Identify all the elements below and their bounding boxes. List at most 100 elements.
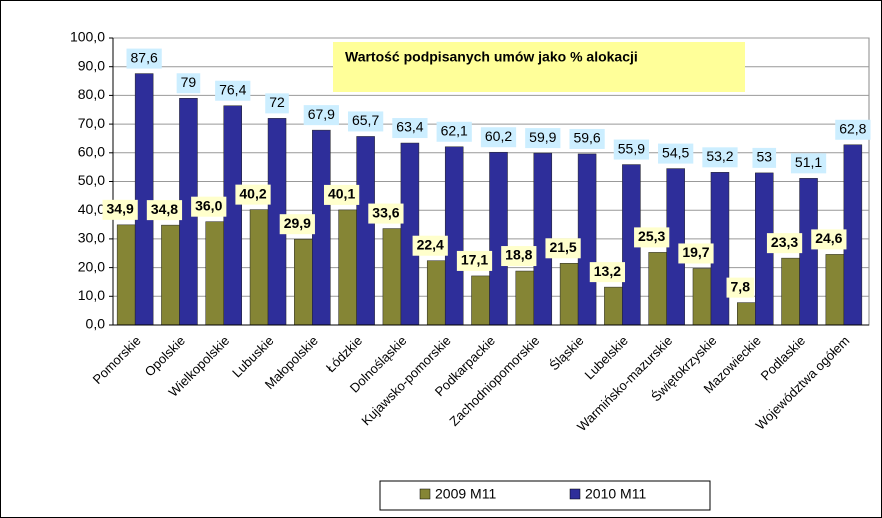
value-label: 87,6 <box>131 49 158 65</box>
value-label-bg <box>634 227 670 248</box>
value-label-group: 19,7 <box>678 243 714 264</box>
value-label-group: 13,2 <box>589 262 626 283</box>
bar <box>559 263 579 326</box>
value-label: 53 <box>756 149 772 165</box>
value-label-group: 40,1 <box>323 184 360 205</box>
value-label-bg <box>658 143 694 164</box>
value-label-group: 34,9 <box>102 199 138 220</box>
bar <box>116 224 136 326</box>
value-label-group: 53 <box>752 147 777 168</box>
y-tick-label: 70,0 <box>78 115 105 131</box>
value-label: 40,1 <box>328 186 355 202</box>
bar <box>799 178 818 326</box>
value-label: 79 <box>181 74 197 90</box>
value-label-group: 33,6 <box>368 203 404 224</box>
bar <box>382 228 402 326</box>
y-tick-label: 100,0 <box>70 29 105 45</box>
value-label-bg <box>545 238 581 259</box>
value-label: 36,0 <box>195 197 222 213</box>
value-label-bg <box>678 243 714 264</box>
value-label-group: 53,2 <box>702 147 738 168</box>
y-tick-label: 30,0 <box>78 230 105 246</box>
bar <box>161 224 180 326</box>
value-label-group: 29,9 <box>279 214 315 235</box>
value-label-bg <box>323 184 360 205</box>
bar <box>223 105 242 326</box>
value-label: 67,9 <box>308 106 335 122</box>
value-label-bg <box>392 118 428 139</box>
bar <box>692 268 712 326</box>
bar <box>205 221 224 326</box>
bar <box>577 153 597 326</box>
bar <box>781 257 800 326</box>
y-tick-label: 60,0 <box>78 144 105 160</box>
value-label: 40,2 <box>239 185 266 201</box>
value-label-bg <box>176 73 201 94</box>
value-label: 55,9 <box>618 140 645 156</box>
value-label: 19,7 <box>682 244 709 260</box>
legend-swatch <box>569 488 581 500</box>
value-label-bg <box>613 139 650 160</box>
y-tick-label: 10,0 <box>78 287 105 303</box>
annotation-box <box>333 42 745 92</box>
value-label-bg <box>215 80 251 101</box>
value-label-group: 54,5 <box>658 143 694 164</box>
bar <box>294 238 313 326</box>
bar <box>400 142 420 326</box>
value-label: 25,3 <box>638 228 665 244</box>
value-label: 29,9 <box>284 215 311 231</box>
value-label: 17,1 <box>461 252 488 268</box>
value-label-group: 62,1 <box>436 121 472 142</box>
bar <box>604 286 623 326</box>
value-label-group: 18,8 <box>501 246 537 267</box>
value-label-group: 62,8 <box>835 119 871 140</box>
value-label-bg <box>235 184 271 205</box>
value-label-bg <box>146 200 183 221</box>
value-label-bg <box>752 147 777 168</box>
value-label-bg <box>480 127 517 148</box>
bar <box>648 252 667 326</box>
value-label-group: 67,9 <box>303 105 339 126</box>
y-tick-label: 0,0 <box>86 316 106 332</box>
value-label: 54,5 <box>662 144 689 160</box>
bar <box>426 260 446 326</box>
value-label: 18,8 <box>505 247 532 263</box>
y-tick-label: 20,0 <box>78 258 105 274</box>
value-label-bg <box>303 105 339 126</box>
value-label: 7,8 <box>731 278 751 294</box>
bar <box>356 136 375 326</box>
value-label-group: 87,6 <box>126 48 162 69</box>
value-label-bg <box>811 229 847 250</box>
value-label: 76,4 <box>219 81 246 97</box>
value-label-group: 36,0 <box>191 196 227 217</box>
value-label-bg <box>279 214 315 235</box>
value-label-bg <box>790 153 827 174</box>
value-label-bg <box>525 128 561 149</box>
value-label: 53,2 <box>706 148 733 164</box>
value-label-bg <box>501 246 537 267</box>
y-tick-label: 40,0 <box>78 201 105 217</box>
value-label-bg <box>726 277 754 298</box>
value-label-group: 21,5 <box>545 238 581 259</box>
value-label-group: 22,4 <box>412 235 448 256</box>
bar <box>338 209 357 326</box>
value-label: 72 <box>269 94 285 110</box>
value-label: 23,3 <box>771 234 798 250</box>
bar <box>737 302 756 326</box>
bar <box>843 144 863 326</box>
value-label-group: 25,3 <box>634 227 670 248</box>
annotation: Wartość podpisanych umów jako % alokacji <box>345 49 638 65</box>
value-label-bg <box>347 111 384 132</box>
legend-label: 2009 M11 <box>435 486 496 502</box>
bar <box>312 129 331 326</box>
legend-swatch <box>419 488 431 500</box>
value-label-group: 23,3 <box>766 233 803 254</box>
value-label-bg <box>569 128 605 149</box>
value-label-bg <box>456 250 493 271</box>
value-label-bg <box>835 119 871 140</box>
value-label: 34,8 <box>151 201 178 217</box>
value-label: 65,7 <box>352 112 379 128</box>
bar <box>515 270 535 326</box>
value-label: 60,2 <box>485 128 512 144</box>
